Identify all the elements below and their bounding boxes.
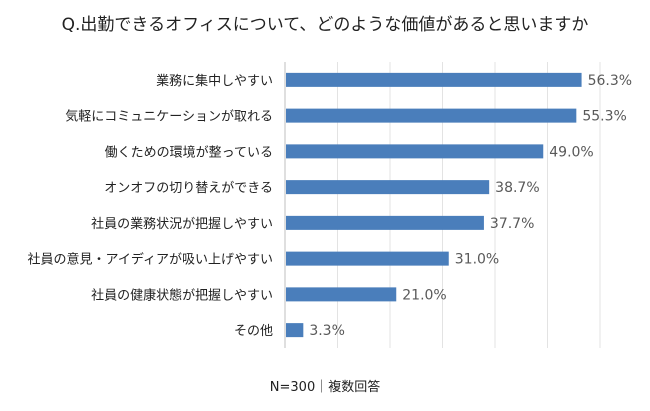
data-label: 38.7% [495,180,539,196]
data-label: 31.0% [455,252,499,268]
data-label: 21.0% [402,287,446,303]
bar [286,144,544,159]
bar [286,180,490,195]
category-label: 社員の意見・アイディアが吸い上げやすい [28,252,273,268]
data-label: 49.0% [549,144,593,160]
category-label: 社員の業務状況が把握しやすい [91,216,273,232]
data-label: 56.3% [588,73,632,89]
bar [286,72,582,87]
category-label: 気軽にコミュニケーションが取れる [65,109,273,125]
sample-note: N=300｜複数回答 [269,380,381,395]
bar [286,251,449,266]
category-label: 業務に集中しやすい [156,73,273,89]
category-label: オンオフの切り替えができる [104,181,273,196]
chart-title: Q.出勤できるオフィスについて、どのような価値があると思いますか [61,15,589,35]
category-label: 働くための環境が整っている [105,145,273,160]
category-label: その他 [234,324,273,339]
data-label: 37.7% [490,216,534,232]
bar [286,215,484,230]
bar [286,323,304,338]
data-label: 3.3% [309,323,345,339]
category-label: 社員の健康状態が把握しやすい [91,287,273,303]
bar [286,287,397,302]
bar [286,108,577,123]
data-label: 55.3% [582,109,626,125]
